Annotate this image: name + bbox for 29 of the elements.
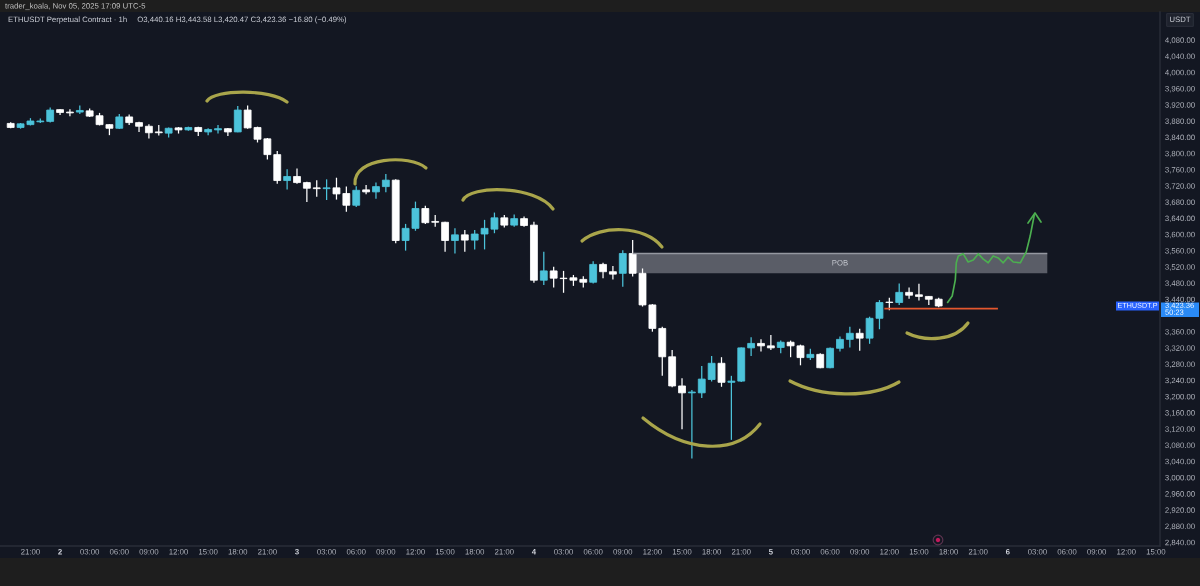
candlestick bbox=[845, 326, 854, 349]
candlestick bbox=[766, 334, 775, 351]
candlestick bbox=[915, 283, 923, 302]
candlestick bbox=[214, 124, 222, 135]
candlestick bbox=[855, 328, 864, 352]
candlestick bbox=[609, 265, 617, 281]
candlestick bbox=[697, 365, 706, 399]
candlestick bbox=[539, 251, 548, 286]
candlestick bbox=[895, 282, 904, 306]
candlestick bbox=[717, 356, 726, 388]
candlestick bbox=[293, 167, 301, 185]
candlestick bbox=[352, 185, 361, 208]
candlestick bbox=[747, 336, 755, 357]
candlestick bbox=[688, 389, 696, 460]
candlestick bbox=[233, 105, 242, 133]
candlestick bbox=[451, 227, 459, 255]
candlestick bbox=[678, 377, 686, 430]
candlestick bbox=[905, 286, 913, 300]
candlestick bbox=[441, 221, 449, 253]
candlestick bbox=[757, 338, 765, 353]
candlestick bbox=[460, 229, 469, 253]
candlestick bbox=[283, 168, 291, 191]
candlestick bbox=[727, 375, 736, 441]
candlestick bbox=[421, 205, 430, 225]
candlestick bbox=[381, 173, 390, 193]
candlestick bbox=[618, 249, 627, 288]
candlestick bbox=[707, 355, 716, 383]
candlestick bbox=[322, 178, 331, 201]
candlestick bbox=[372, 181, 380, 200]
